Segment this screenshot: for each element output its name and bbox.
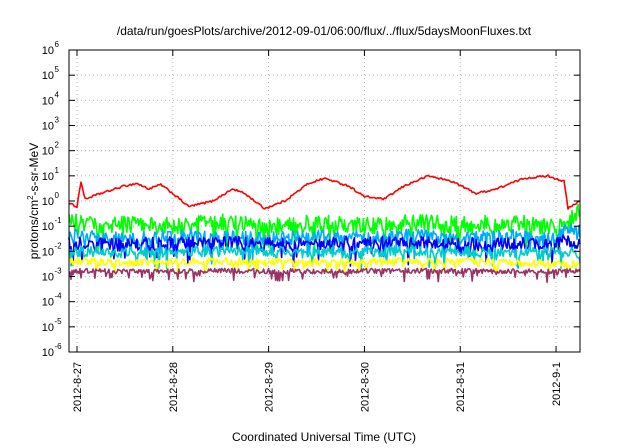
y-tick-label: 10 <box>42 246 54 258</box>
x-axis: 2012-8-27 2012-8-28 2012-8-29 2012-8-30 2012… <box>72 50 563 412</box>
y-axis: 10-610-510-410-310-210-11001011021031041… <box>42 40 580 359</box>
y-tick-exponent: 3 <box>55 116 60 125</box>
series-line <box>68 174 581 210</box>
y-tick-label: 10 <box>42 171 54 183</box>
y-tick-label: 10 <box>42 121 54 133</box>
series-layer <box>68 174 581 284</box>
y-tick-exponent: 2 <box>55 141 60 150</box>
y-tick-label: 10 <box>42 322 54 334</box>
x-tick-label: 2012-8-27 <box>72 362 84 412</box>
y-tick-exponent: -6 <box>55 342 63 351</box>
x-tick-label: 2012-8-28 <box>168 362 180 412</box>
y-axis-label-group: protons/cm2-s-sr-MeV <box>26 143 41 259</box>
series-line <box>68 203 581 255</box>
x-tick-label: 2012-9-1 <box>551 362 563 406</box>
grid-layer <box>69 50 580 352</box>
y-tick-label: 10 <box>42 196 54 208</box>
series-line <box>69 257 581 275</box>
y-tick-label: 10 <box>42 95 54 107</box>
y-tick-exponent: -4 <box>55 292 63 301</box>
chart-title: /data/run/goesPlots/archive/2012-09-01/0… <box>117 24 532 38</box>
series-line <box>68 267 581 284</box>
y-tick-label: 10 <box>42 347 54 359</box>
y-tick-label: 10 <box>42 221 54 233</box>
series-line <box>68 245 581 270</box>
y-tick-exponent: 1 <box>55 166 60 175</box>
y-tick-label: 10 <box>42 272 54 284</box>
y-tick-exponent: 0 <box>55 191 60 200</box>
y-tick-exponent: -5 <box>55 317 63 326</box>
y-tick-label: 10 <box>42 70 54 82</box>
x-axis-label: Coordinated Universal Time (UTC) <box>232 430 416 444</box>
x-tick-label: 2012-8-30 <box>359 362 371 412</box>
y-tick-exponent: -3 <box>55 267 63 276</box>
y-tick-label: 10 <box>42 146 54 158</box>
y-tick-exponent: -1 <box>55 216 63 225</box>
x-tick-label: 2012-8-29 <box>264 362 276 412</box>
y-tick-label: 10 <box>42 45 54 57</box>
y-tick-exponent: 6 <box>55 40 60 49</box>
y-tick-exponent: -2 <box>55 241 63 250</box>
y-tick-label: 10 <box>42 297 54 309</box>
y-tick-exponent: 5 <box>55 65 60 74</box>
y-tick-exponent: 4 <box>55 90 60 99</box>
y-axis-label: protons/cm2-s-sr-MeV <box>26 143 41 259</box>
x-tick-label: 2012-8-31 <box>455 362 467 412</box>
